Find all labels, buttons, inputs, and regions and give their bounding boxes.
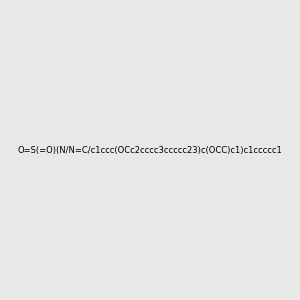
Text: O=S(=O)(N/N=C/c1ccc(OCc2cccc3ccccc23)c(OCC)c1)c1ccccc1: O=S(=O)(N/N=C/c1ccc(OCc2cccc3ccccc23)c(O… [18, 146, 282, 154]
